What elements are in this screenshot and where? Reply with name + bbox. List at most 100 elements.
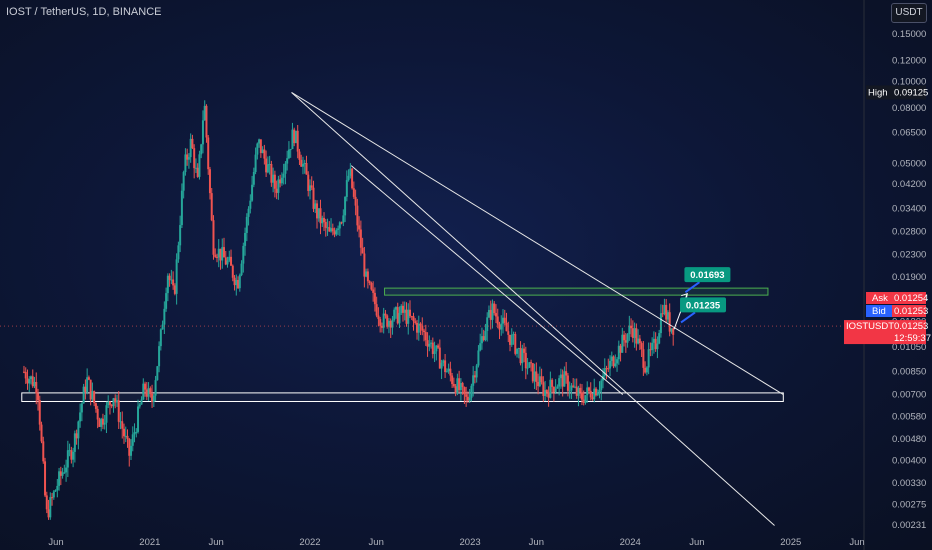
- candle-body: [382, 313, 385, 328]
- candle-body: [326, 227, 329, 229]
- candle-body: [58, 471, 61, 486]
- candle-body: [665, 304, 668, 320]
- candle-body: [652, 338, 655, 343]
- candle-body: [163, 308, 166, 325]
- x-tick-label: 2022: [299, 537, 320, 548]
- candle-body: [289, 149, 292, 151]
- candle-body: [333, 231, 336, 235]
- candle-body: [266, 164, 269, 173]
- candle-body: [445, 371, 448, 373]
- candle-body: [316, 203, 319, 219]
- x-tick-label: Jun: [689, 537, 704, 548]
- candle-body: [165, 293, 168, 309]
- candle-body: [270, 164, 273, 183]
- candle-body: [505, 322, 508, 332]
- candle-body: [201, 120, 204, 145]
- candle-body: [621, 334, 624, 353]
- bid-value: 0.01253: [894, 306, 928, 317]
- candle-body: [258, 139, 261, 144]
- candle-body: [217, 248, 220, 258]
- ask-label: Ask: [872, 293, 888, 304]
- candle-body: [172, 279, 175, 286]
- ask-value: 0.01254: [894, 293, 928, 304]
- candle-body: [361, 247, 364, 254]
- candle-body: [510, 334, 513, 345]
- y-tick-label: 0.04200: [892, 179, 926, 190]
- y-tick-label: 0.00850: [892, 367, 926, 378]
- candle-body: [394, 307, 397, 310]
- candle-body: [480, 336, 483, 344]
- candle-body: [273, 174, 276, 189]
- candle-body: [596, 392, 599, 396]
- candle-body: [251, 184, 254, 201]
- candle-body: [575, 386, 578, 396]
- candle-body: [370, 283, 373, 290]
- candle-body: [91, 391, 94, 400]
- candle-body: [233, 277, 236, 286]
- candle-body: [184, 154, 187, 173]
- candle-body: [156, 366, 159, 381]
- candle-body: [66, 450, 69, 468]
- candle-body: [451, 375, 454, 384]
- candle-body: [538, 376, 541, 387]
- candle-body: [368, 281, 371, 284]
- candle-body: [484, 331, 487, 341]
- candle-body: [84, 386, 87, 392]
- candle-body: [342, 215, 345, 223]
- candle-body: [458, 378, 461, 391]
- candle-body: [98, 419, 101, 427]
- candle-body: [473, 375, 476, 378]
- candle-body: [493, 303, 496, 314]
- candle-body: [547, 392, 550, 398]
- candle-body: [607, 368, 610, 370]
- candle-body: [263, 149, 266, 159]
- candle-body: [349, 168, 352, 176]
- callout-box: [684, 267, 731, 283]
- candle-body: [319, 208, 322, 224]
- candle-body: [191, 138, 194, 149]
- candle-body: [294, 130, 297, 144]
- y-tick-label: 0.05000: [892, 158, 926, 169]
- candle-body: [186, 154, 189, 160]
- candle-body: [330, 228, 333, 232]
- candle-body: [658, 333, 661, 344]
- candle-body: [419, 323, 422, 326]
- candle-body: [312, 187, 315, 209]
- high-marker-box: [866, 85, 926, 100]
- x-tick-label: Jun: [529, 537, 544, 548]
- candle-body: [100, 418, 103, 427]
- callout-label: 0.01693: [690, 270, 724, 281]
- candle-body: [93, 391, 96, 404]
- currency-button[interactable]: USDT: [891, 3, 927, 23]
- candle-body: [498, 324, 501, 330]
- candle-body: [210, 193, 213, 221]
- candle-body: [122, 428, 125, 437]
- candle-body: [554, 388, 557, 393]
- candle-body: [521, 348, 524, 364]
- candle-body: [586, 387, 589, 396]
- candle-body: [149, 388, 152, 394]
- candle-body: [337, 228, 340, 230]
- candle-body: [393, 309, 396, 321]
- candle-body: [537, 381, 540, 387]
- candle-body: [384, 313, 387, 316]
- candle-body: [254, 154, 257, 173]
- candle-body: [207, 137, 210, 170]
- candle-body: [542, 382, 545, 396]
- candle-body: [87, 377, 90, 380]
- candle-body: [468, 397, 471, 401]
- y-tick-label: 0.15000: [892, 29, 926, 40]
- candle-body: [135, 431, 138, 433]
- candle-body: [56, 485, 59, 491]
- candle-body: [663, 304, 666, 314]
- candle-body: [386, 315, 389, 327]
- candle-body: [507, 331, 510, 335]
- candle-body: [466, 396, 469, 401]
- candle-body: [389, 320, 392, 328]
- candle-body: [29, 376, 32, 380]
- candle-body: [166, 275, 169, 294]
- candle-body: [286, 158, 289, 164]
- candle-body: [328, 227, 331, 232]
